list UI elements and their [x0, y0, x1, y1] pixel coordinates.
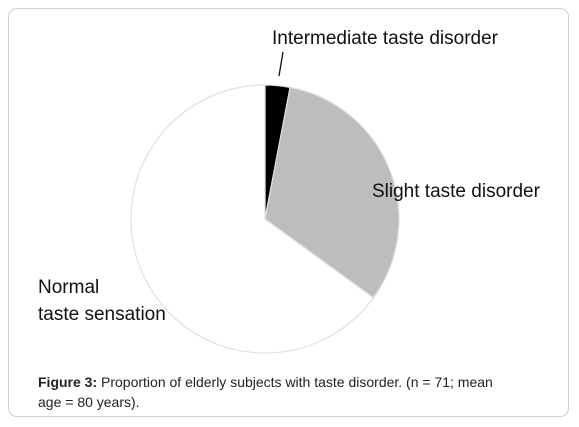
- caption-text-line1: Proportion of elderly subjects with tast…: [97, 374, 493, 390]
- label-slight: Slight taste disorder: [372, 181, 541, 202]
- label-normal-line1: Normal: [38, 277, 99, 298]
- pie-slices: [130, 84, 400, 354]
- caption-text-line2: age = 80 years).: [38, 394, 140, 410]
- slice-slight: [264, 86, 400, 299]
- intermediate-leader-line: [278, 51, 284, 77]
- label-normal-line2: taste sensation: [38, 304, 166, 325]
- label-intermediate: Intermediate taste disorder: [272, 28, 499, 49]
- slice-normal: [130, 84, 375, 354]
- caption-prefix: Figure 3:: [38, 374, 98, 390]
- figure-caption: Figure 3: Proportion of elderly subjects…: [38, 372, 558, 412]
